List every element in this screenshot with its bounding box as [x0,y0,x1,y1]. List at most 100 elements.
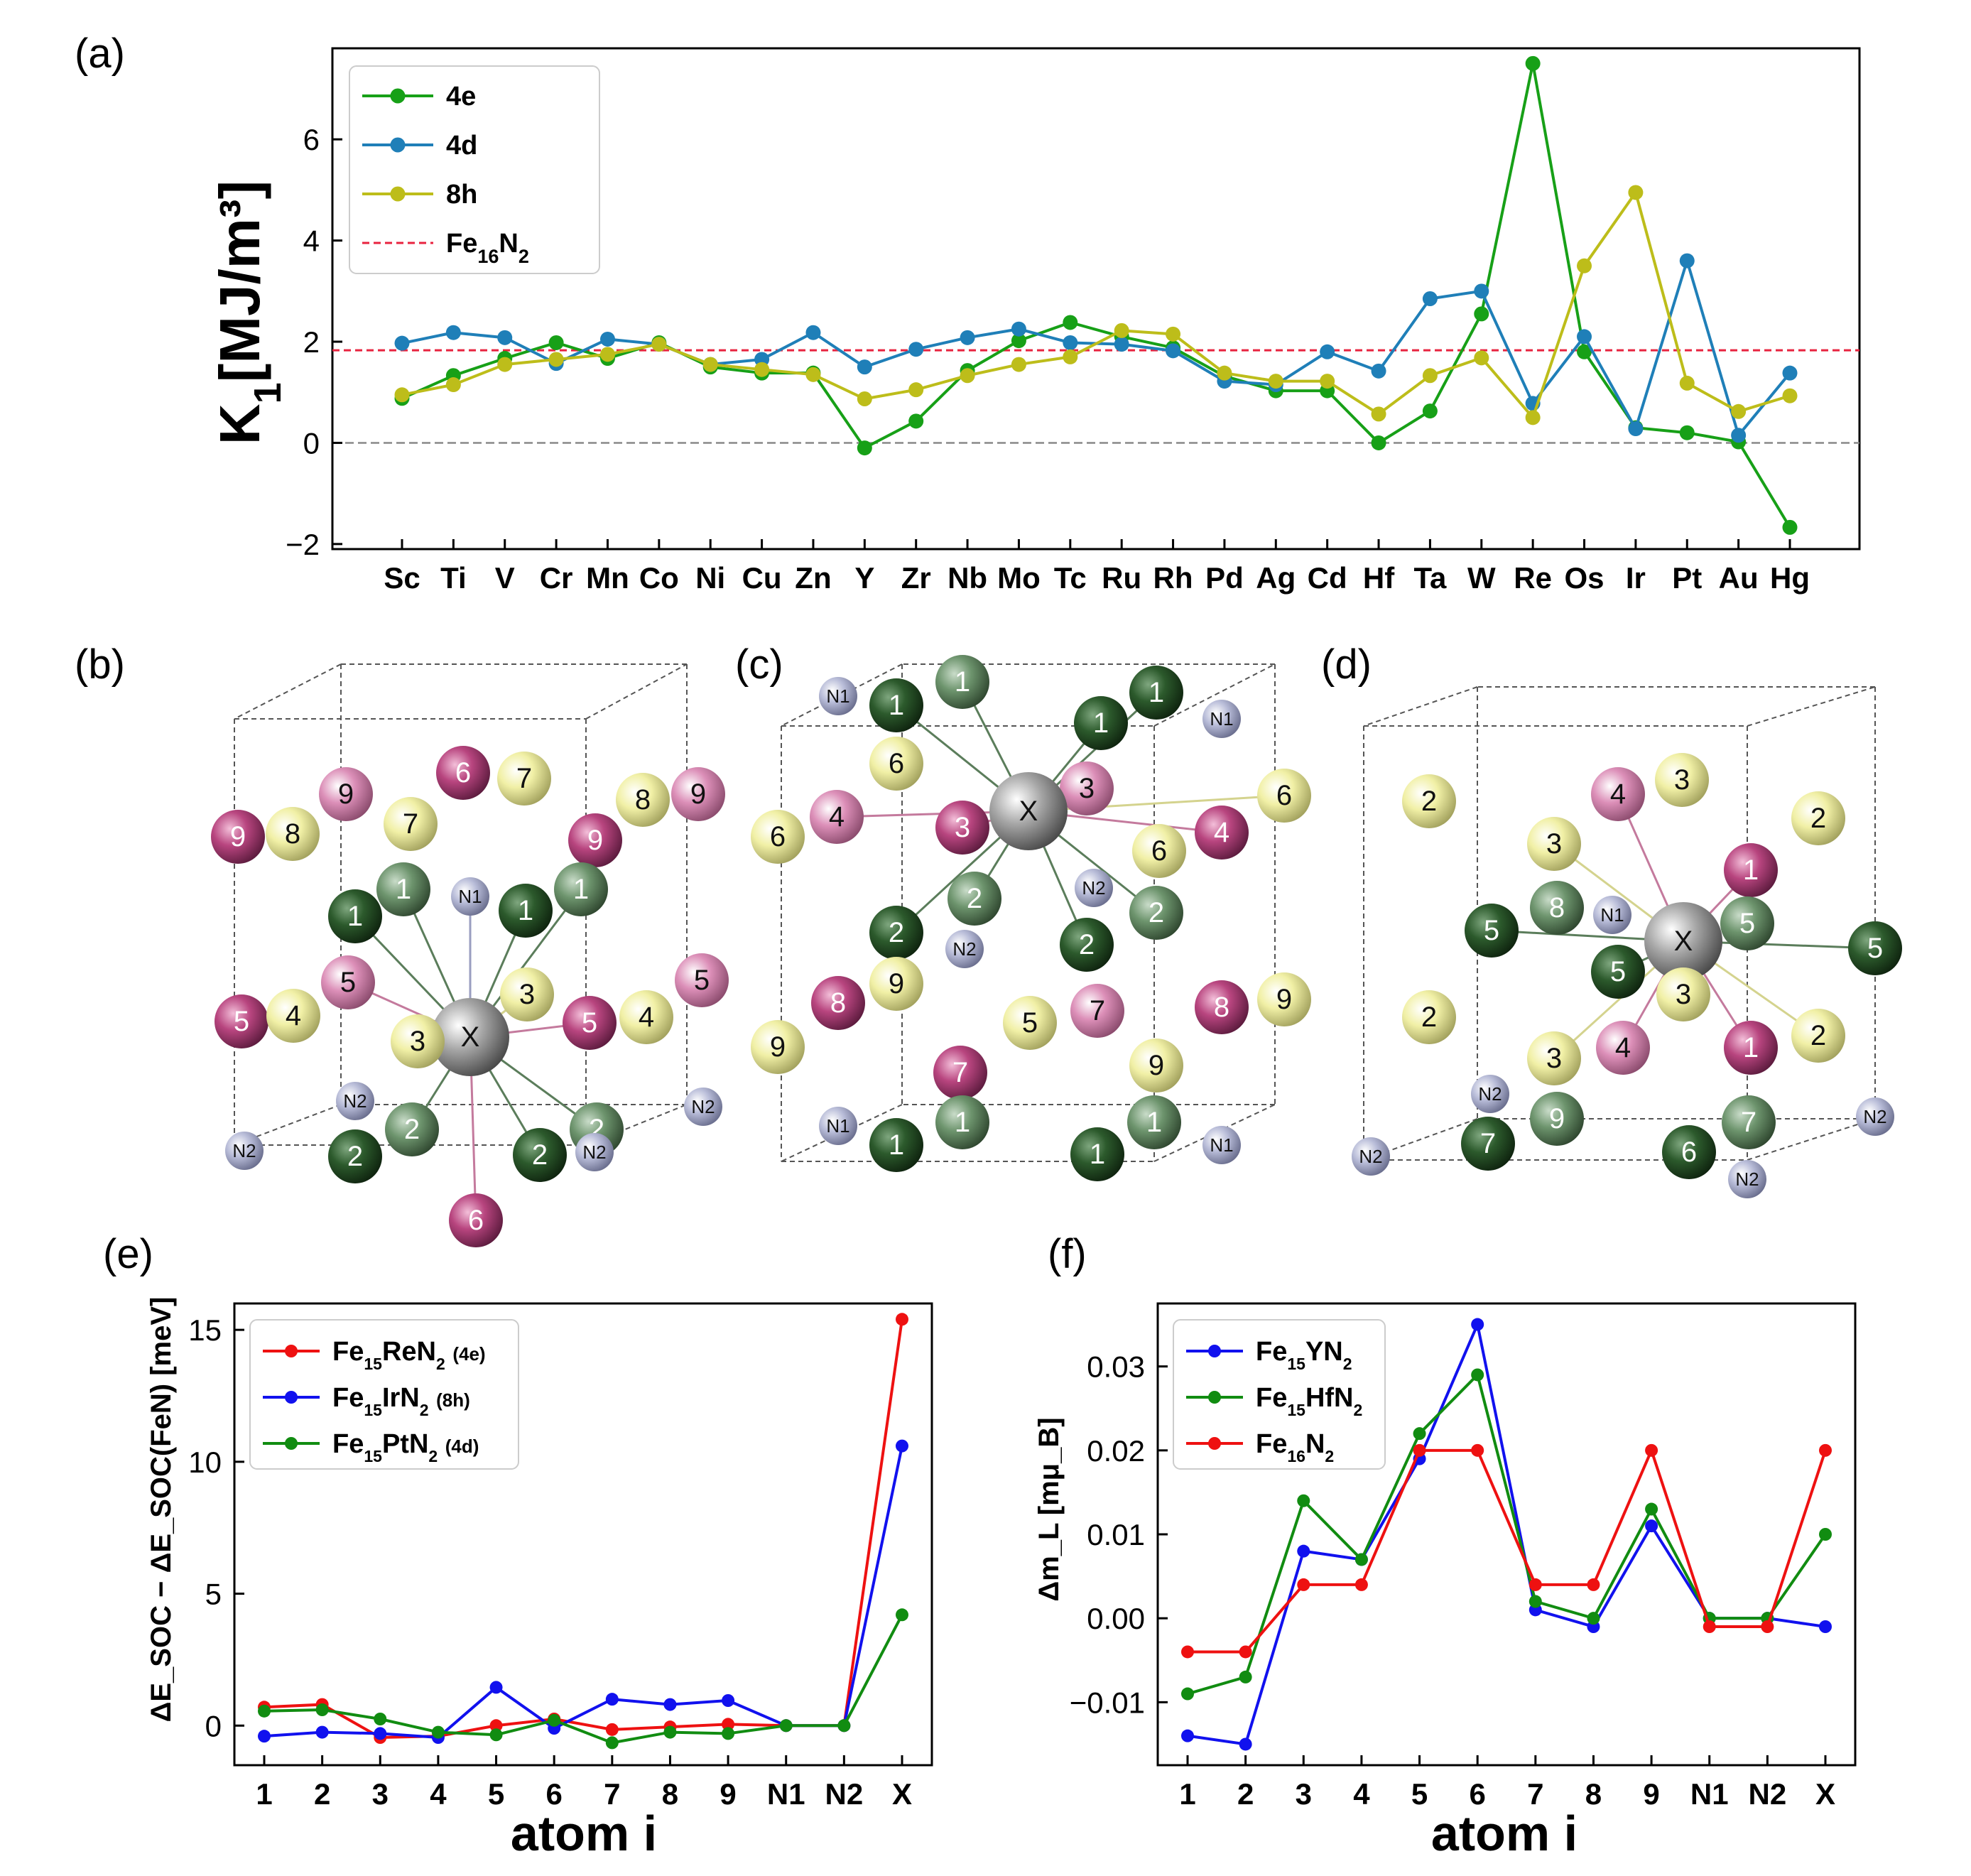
struct-d-atom [1596,1021,1650,1075]
struct-c-atom [869,737,923,791]
chart-e-series-line-2 [264,1614,903,1745]
struct-b-atom-label: 1 [347,901,363,932]
struct-c-atom-label: 5 [1022,1007,1038,1039]
chart-a-point-2-17 [1268,374,1283,389]
chart-f-point-2-2 [1297,1578,1310,1591]
struct-b-cell-edge [585,663,688,720]
chart-a-point-2-24 [1628,185,1644,200]
chart-e-xtick-label: 4 [430,1777,447,1811]
struct-c-atom [935,801,989,855]
chart-f-point-0-1 [1239,1737,1252,1751]
struct-c-cell-edge [1153,1104,1276,1162]
chart-f-point-1-5 [1471,1368,1484,1382]
chart-a-xtick-label: Pd [1205,561,1244,595]
panel-label-b: (b) [75,641,125,688]
struct-d-cell-edge [1363,1118,1478,1161]
struct-c-atom [1257,769,1311,823]
struct-c-atom [1127,1095,1181,1149]
chart-e-xtick-label: 6 [546,1777,563,1811]
struct-c-atom [869,678,923,732]
chart-a-point-2-19 [1371,406,1386,422]
chart-a-point-0-25 [1679,425,1695,440]
struct-c-atom [819,677,857,715]
chart-f-xlabel: atom i [1431,1806,1578,1861]
chart-f-point-1-11 [1819,1528,1832,1541]
chart-a-point-1-8 [805,325,821,340]
chart-e-legend-marker-1 [285,1391,298,1404]
struct-c-atom-label: 4 [1214,817,1229,848]
struct-b-atom [563,996,617,1050]
chart-e-point-0-6 [605,1723,619,1736]
chart-f-point-1-1 [1239,1670,1252,1683]
chart-a-point-0-22 [1525,55,1541,71]
chart-a-point-2-23 [1577,258,1592,273]
chart-f-xtick-label: 8 [1585,1777,1602,1811]
chart-a-legend-marker-1 [390,137,406,153]
struct-d-atom-label: 2 [1810,803,1826,834]
chart-a-point-0-9 [857,440,872,456]
struct-d-atom [1655,753,1709,807]
chart-e-point-1-0 [258,1730,271,1743]
struct-b-atom [500,967,554,1021]
chart-a-xtick-label: V [495,561,515,595]
struct-b-atom-label: X [461,1021,480,1053]
chart-e-point-1-8 [722,1694,735,1707]
chart-a-xtick-label: Hg [1770,561,1810,595]
struct-d-atom-label: 3 [1546,1043,1562,1074]
struct-b-atom [321,955,375,1009]
chart-a-xtick-label: Cu [742,561,782,595]
chart-a-point-2-6 [702,357,718,372]
struct-b-atom [225,1132,264,1170]
chart-a-point-1-12 [1011,321,1026,337]
struct-b-atom-label: N1 [458,886,482,907]
struct-c-cell-edge [1153,663,1276,727]
struct-b-atom [436,746,490,800]
struct-d-atom [1593,896,1631,934]
struct-c-atom-label: N1 [1210,708,1233,730]
chart-a-xtick-label: Ta [1413,561,1447,595]
struct-b-atom-label: 7 [403,808,418,840]
struct-b-atom-label: 9 [690,779,706,810]
chart-e-point-0-8 [722,1718,735,1731]
chart-a-xtick-label: Rh [1153,561,1193,595]
chart-f-point-1-8 [1645,1502,1658,1516]
chart-a-point-1-0 [394,335,410,351]
chart-e-ytick-label: 0 [205,1709,222,1742]
chart-a-xtick-label: Ni [695,561,725,595]
struct-d-atom-label: 7 [1741,1107,1756,1138]
struct-c-atom-label: N1 [1210,1134,1233,1156]
struct-c-atom [1257,972,1311,1026]
chart-e-xtick-label: 1 [256,1777,272,1811]
struct-c-atom [1129,1039,1183,1092]
chart-e-xtick-label: 3 [372,1777,389,1811]
struct-c-atom-label: N2 [952,938,976,960]
struct-d-atom [1352,1137,1390,1176]
chart-f-point-2-1 [1239,1645,1252,1659]
chart-f-xtick-label: 5 [1411,1777,1428,1811]
chart-f-point-2-8 [1645,1443,1658,1457]
struct-d-atom-label: 8 [1549,892,1565,923]
chart-e: ΔE_SOC − ΔE_SOC(FeN) [meV] atom i 051015… [146,1297,933,1861]
chart-a-xtick-label: Ti [440,561,467,595]
chart-a-point-2-10 [908,382,924,398]
struct-c-atom-label: X [1019,796,1038,827]
struct-c-atom-label: 4 [829,801,845,833]
struct-c-atom-label: 6 [770,821,786,852]
struct-b-atom-label: 1 [573,874,589,905]
chart-a-point-2-0 [394,387,410,403]
struct-c-atom [1202,1126,1241,1164]
struct-d-atom-label: 2 [1421,786,1437,817]
chart-e-point-2-10 [837,1719,851,1733]
chart-a-point-1-21 [1474,283,1489,299]
struct-d-atom-label: 1 [1743,855,1759,886]
chart-a-xtick-label: Os [1565,561,1605,595]
chart-a-point-1-9 [857,359,872,375]
struct-b-atom-label: 2 [404,1114,420,1145]
struct-c-atom [935,1095,989,1149]
chart-f-point-2-9 [1703,1620,1716,1633]
chart-f-xtick-label: 2 [1237,1777,1254,1811]
chart-a-point-2-3 [548,352,564,367]
struct-d-atom [1465,904,1519,958]
chart-e-point-2-9 [779,1719,793,1733]
chart-f-point-0-0 [1181,1729,1194,1742]
